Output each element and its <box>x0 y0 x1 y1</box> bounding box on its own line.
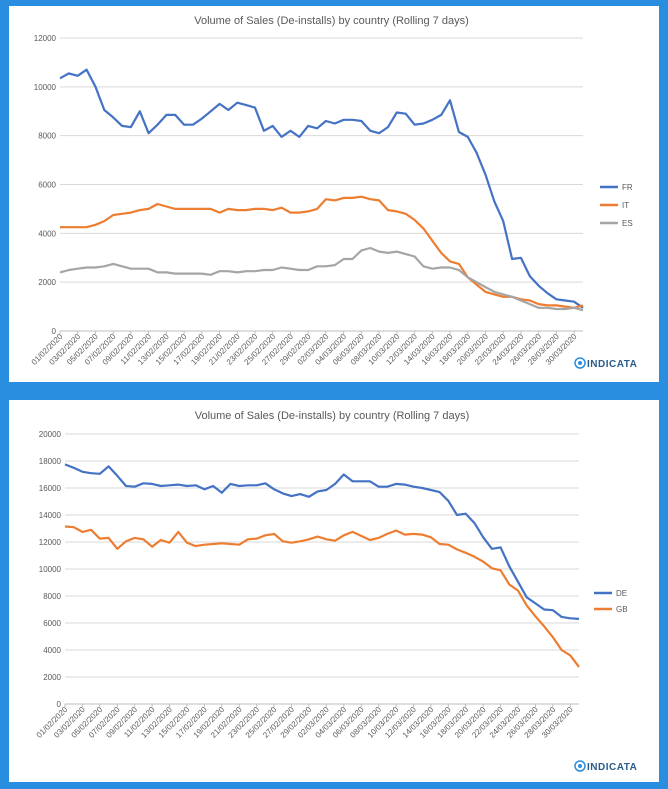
indicata-logo: INDICATA <box>574 357 637 370</box>
legend-label-it: IT <box>622 201 629 210</box>
y-tick-label: 8000 <box>43 592 61 601</box>
series-line-es <box>59 246 584 312</box>
logo-text: INDICATA <box>587 762 637 773</box>
chart-top: Volume of Sales (De-installs) by country… <box>30 15 637 370</box>
y-tick-label: 4000 <box>43 646 61 655</box>
y-tick-label: 4000 <box>38 229 56 238</box>
y-tick-label: 2000 <box>43 673 61 682</box>
y-tick-label: 10000 <box>39 565 62 574</box>
legend-label-fr: FR <box>622 183 633 192</box>
legend-label-de: DE <box>616 589 627 598</box>
chart-title: Volume of Sales (De-installs) by country… <box>194 15 469 27</box>
chart-panel-top: Volume of Sales (De-installs) by country… <box>9 6 659 382</box>
legend-label-es: ES <box>622 219 633 228</box>
y-tick-label: 6000 <box>38 181 56 190</box>
y-tick-label: 10000 <box>34 83 57 92</box>
series-line-gb <box>64 525 580 668</box>
y-tick-label: 14000 <box>39 511 62 520</box>
chart-panel-bottom: Volume of Sales (De-installs) by country… <box>9 400 659 782</box>
series-line-it <box>60 195 584 309</box>
y-tick-label: 16000 <box>39 484 62 493</box>
y-tick-label: 18000 <box>39 457 62 466</box>
y-tick-label: 8000 <box>38 132 56 141</box>
logo-text: INDICATA <box>587 359 637 370</box>
y-tick-label: 20000 <box>39 430 62 439</box>
y-tick-label: 0 <box>57 700 62 709</box>
series-line-de <box>64 463 580 620</box>
legend-label-gb: GB <box>616 605 628 614</box>
y-tick-label: 0 <box>52 327 57 336</box>
y-tick-label: 12000 <box>34 34 57 43</box>
y-tick-label: 2000 <box>38 278 56 287</box>
y-tick-label: 12000 <box>39 538 62 547</box>
chart-title: Volume of Sales (De-installs) by country… <box>195 410 470 422</box>
chart-bottom: Volume of Sales (De-installs) by country… <box>35 410 637 773</box>
y-tick-label: 6000 <box>43 619 61 628</box>
series-line-fr <box>59 68 584 309</box>
indicata-logo: INDICATA <box>574 760 637 773</box>
